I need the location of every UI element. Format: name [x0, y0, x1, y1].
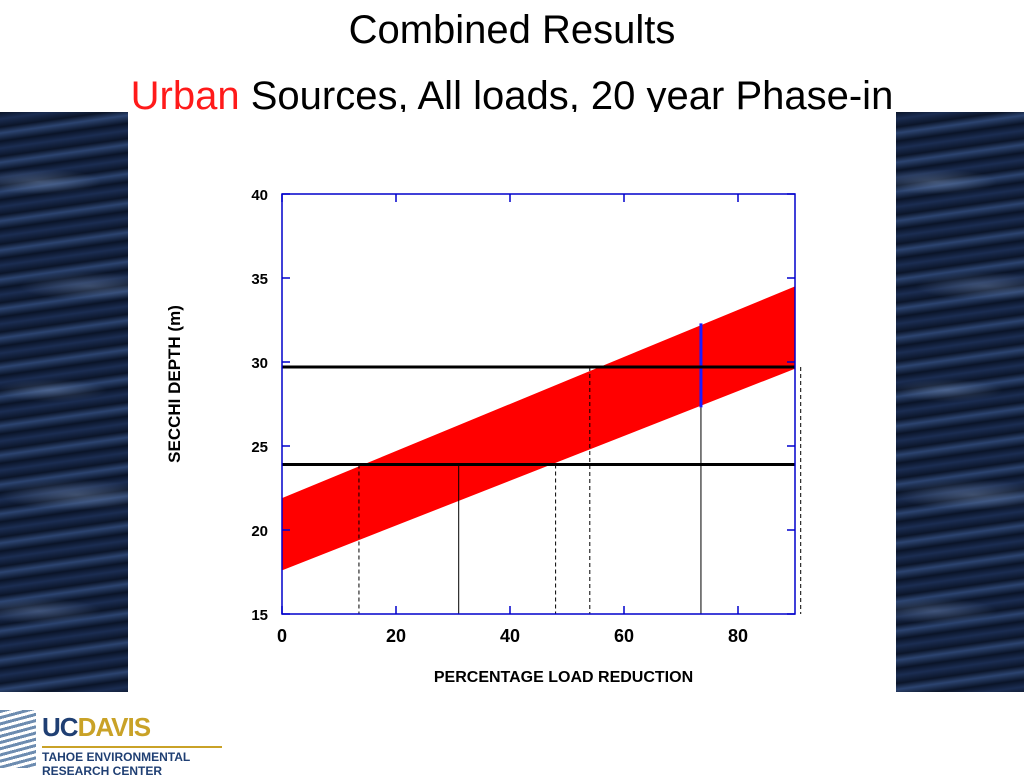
- y-tick-label-20: 20: [251, 523, 268, 540]
- logo-rule: [42, 746, 222, 748]
- water-background-right: [896, 112, 1024, 692]
- y-tick-label-30: 30: [251, 355, 268, 372]
- plot-frame: [281, 193, 796, 615]
- slide-subtitle: Urban Sources, All loads, 20 year Phase-…: [0, 72, 1024, 120]
- y-tick-label-40: 40: [251, 187, 268, 204]
- x-tick-label-40: 40: [500, 626, 520, 646]
- y-axis-label: SECCHI DEPTH (m): [165, 305, 184, 463]
- logo-davis-text: DAVIS: [77, 712, 152, 742]
- secchi-chart: 0 20 40 60 80 15 20 25 30 35 40 PERCENTAGE LOAD RED…: [165, 187, 802, 686]
- logo-wave-mark: [0, 710, 36, 768]
- x-tick-label-0: 0: [277, 626, 287, 646]
- x-tick-label-20: 20: [386, 626, 406, 646]
- x-axis-label: PERCENTAGE LOAD REDUCTION: [434, 669, 693, 686]
- chart-panel: 0 20 40 60 80 15 20 25 30 35 40 PERCENTAGE LOAD RED…: [128, 112, 896, 692]
- slide-title: Combined Results: [348, 8, 676, 52]
- x-tick-label-60: 60: [614, 626, 634, 646]
- logo-uc-text: UC: [42, 712, 79, 742]
- ucdavis-terc-logo: UCDAVIS TAHOE ENVIRONMENTAL RESEARCH CEN…: [0, 710, 230, 778]
- subtitle-text: Sources, All loads, 20 year Phase-in: [239, 74, 894, 118]
- subtitle-accent-word: Urban: [130, 74, 240, 118]
- y-tick-label-15: 15: [251, 607, 268, 624]
- logo-line-1: TAHOE ENVIRONMENTAL: [42, 750, 191, 764]
- y-tick-label-35: 35: [251, 271, 268, 288]
- water-background-left: [0, 112, 128, 692]
- secchi-range-band: [282, 286, 795, 571]
- y-tick-label-25: 25: [251, 439, 268, 456]
- logo-line-2: RESEARCH CENTER: [42, 764, 163, 778]
- x-tick-label-80: 80: [728, 626, 748, 646]
- logo-wordmark: UCDAVIS: [42, 712, 152, 743]
